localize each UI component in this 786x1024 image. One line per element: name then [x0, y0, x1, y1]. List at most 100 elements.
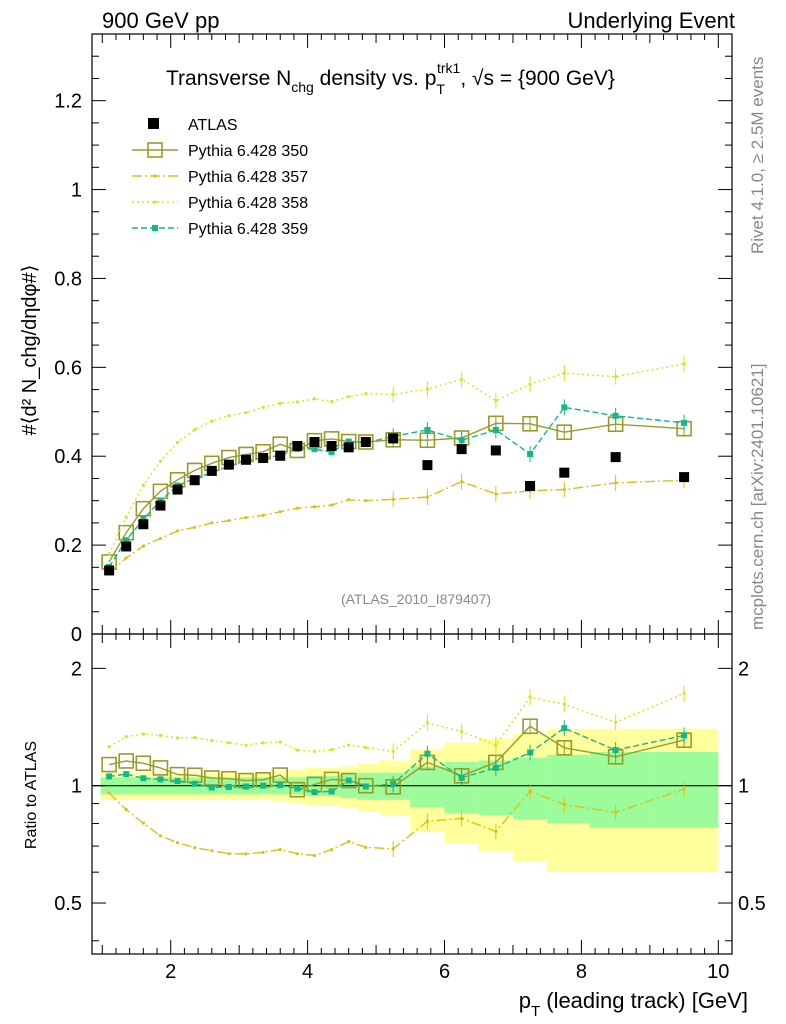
series-0-point	[272, 436, 289, 453]
series-1-ratio-point	[682, 787, 686, 791]
series-1-point	[244, 515, 248, 520]
series-2-ratio-point	[210, 739, 214, 743]
series-1-ratio-point	[295, 852, 299, 856]
series-3-ratio-point	[123, 771, 130, 778]
atlas-point	[679, 472, 690, 483]
x-tick-label: 10	[707, 961, 729, 983]
series-2-point	[329, 399, 334, 404]
series-1-ratio-point	[425, 819, 430, 823]
series-2-ratio-point	[193, 735, 197, 740]
series-2-point	[614, 375, 618, 379]
series-1-point	[494, 492, 498, 496]
atlas-point	[326, 441, 337, 451]
rivet-label: Rivet 4.1.0, ≥ 2.5M events	[748, 57, 767, 254]
series-0-ratio-point	[522, 718, 538, 735]
series-1-ratio-point	[364, 845, 368, 850]
series-2-ratio-point	[682, 692, 686, 696]
series-2-ratio-point	[312, 749, 317, 754]
series-2-point	[528, 382, 532, 386]
series-3-point	[328, 449, 335, 456]
series-3-ratio-point	[390, 780, 397, 787]
atlas-point	[456, 444, 467, 455]
atlas-point	[206, 465, 217, 476]
series-2-ratio-point	[261, 741, 265, 745]
series-2-ratio-point	[614, 720, 618, 724]
series-0-ratio-point	[556, 740, 573, 756]
series-3-ratio-point	[345, 777, 352, 784]
series-2-ratio-point	[124, 735, 128, 739]
atlas-point	[275, 450, 286, 461]
series-2-point	[141, 483, 145, 487]
series-2-ratio-point	[141, 732, 145, 736]
atlas-point	[559, 467, 570, 478]
atlas-point	[309, 437, 320, 447]
series-1-ratio-point	[244, 852, 248, 856]
header-right: Underlying Event	[567, 8, 735, 33]
x-tick-label: 4	[302, 961, 313, 983]
series-2-point	[347, 395, 351, 399]
ratio-band-inner	[410, 766, 445, 808]
ratio-y-axis-label: Ratio to ATLAS	[23, 741, 40, 849]
series-0-point	[522, 415, 538, 432]
series-1-ratio-point	[261, 850, 265, 855]
series-0-ratio-point	[289, 781, 306, 798]
series-3-point	[458, 437, 465, 444]
series-1-ratio-point	[562, 802, 566, 807]
series-1-point	[312, 505, 317, 509]
series-2-point	[682, 362, 686, 366]
series-2-ratio-point	[425, 721, 430, 725]
series-1-point	[562, 487, 566, 492]
series-1-ratio-point	[158, 834, 163, 838]
ratio-tick-label-right: 2	[738, 658, 749, 680]
series-0-ratio-line	[108, 725, 685, 791]
series-3-ratio-point	[294, 785, 301, 792]
series-3-ratio-point	[362, 783, 369, 790]
series-2-point	[193, 427, 197, 432]
series-1-point	[364, 499, 368, 503]
series-3-point	[612, 412, 619, 419]
series-1-point	[193, 525, 197, 529]
series-3-point	[345, 438, 352, 445]
series-1-ratio-point	[391, 847, 395, 851]
series-0-ratio-point	[272, 767, 289, 783]
series-1-line	[108, 479, 685, 574]
atlas-point	[490, 445, 501, 456]
series-1-point	[158, 536, 163, 541]
series-3-ratio-point	[612, 747, 619, 754]
series-1-point	[329, 503, 334, 507]
series-2-ratio-point	[295, 748, 299, 752]
series-2-point	[244, 411, 248, 415]
series-1-point	[124, 556, 128, 560]
legend-label: Pythia 6.428 358	[188, 195, 308, 212]
series-3-ratio-point	[681, 732, 688, 739]
atlas-point	[388, 433, 399, 444]
series-3-point	[527, 451, 534, 457]
series-1-ratio-point	[614, 810, 618, 814]
series-1-ratio-point	[329, 847, 334, 852]
atlas-point	[155, 500, 166, 511]
series-3-ratio-point	[561, 725, 568, 732]
legend-label: Pythia 6.428 350	[188, 143, 308, 160]
series-2-point	[312, 397, 317, 401]
ratio-tick-label: 2	[71, 658, 82, 680]
series-1-ratio-point	[528, 789, 532, 793]
series-2-ratio-point	[158, 733, 163, 737]
series-1-ratio-point	[141, 821, 145, 825]
atlas-point	[189, 475, 200, 486]
series-2-ratio-point	[244, 743, 248, 747]
series-1-ratio-point	[124, 808, 128, 812]
series-1-ratio-point	[210, 849, 214, 853]
legend-marker	[153, 174, 157, 178]
series-0-ratio-point	[118, 753, 135, 769]
x-tick-label: 8	[576, 961, 587, 983]
series-2-point	[158, 459, 163, 463]
series-1-ratio-point	[278, 847, 282, 852]
legend-label: Pythia 6.428 359	[188, 221, 308, 238]
series-2-ratio-point	[227, 741, 231, 745]
series-3-ratio-point	[424, 750, 431, 757]
series-2-ratio-point	[329, 748, 334, 752]
atlas-point	[343, 442, 354, 453]
series-1-ratio-point	[193, 846, 197, 850]
atlas-point	[525, 481, 536, 491]
atlas-point	[422, 460, 433, 471]
